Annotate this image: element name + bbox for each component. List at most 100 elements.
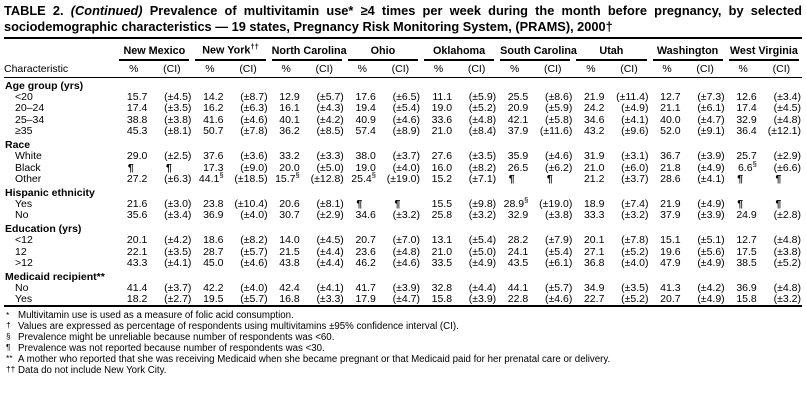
ci-cell-utah: (±7.4) [621, 197, 649, 210]
ci-cell-new-york: (±5.7) [240, 245, 268, 258]
ci-cell-new-mexico: (±3.5) [164, 102, 192, 115]
table-row-age-group-yrs-20-24: 20–24 17.4 (±3.5) 16.2 (±6.3) 16.1 (±4.3) 19.4 (… [4, 103, 802, 114]
footnote-text: A mother who reported that she was recei… [18, 353, 611, 365]
section-row-education-yrs: Education (yrs) [4, 221, 802, 235]
ci-cell-south-carolina: (±8.6) [544, 90, 573, 103]
ci-cell-oklahoma: (±8.2) [468, 161, 497, 174]
ci-cell-new-mexico: (±8.1) [164, 125, 192, 138]
ci-cell-washington: (±4.9) [697, 257, 725, 270]
ci-cell-ohio: (±8.9) [392, 125, 420, 138]
pct-cell-north-carolina: 30.7 [279, 209, 300, 222]
pct-cell-north-carolina: 21.5 [279, 245, 300, 258]
ci-cell-washington: (±4.7) [697, 113, 725, 126]
pct-cell-ohio: 40.9 [355, 113, 376, 126]
pct-cell-new-york: 17.3 [203, 161, 224, 174]
pct-cell-new-mexico: 35.6 [126, 209, 148, 222]
ci-cell-ohio: (±5.4) [392, 102, 420, 115]
footnote-marker: § [6, 331, 11, 342]
ci-cell-new-mexico: (±3.5) [164, 245, 192, 258]
pct-cell-new-mexico: 15.7 [126, 90, 148, 103]
pct-cell-utah: 18.9 [583, 197, 605, 210]
pct-cell-oklahoma: 15.8 [431, 293, 453, 306]
pct-cell-washington: 36.7 [660, 150, 681, 163]
section-row-race: Race [4, 137, 802, 151]
ci-cell-utah: (±11.4) [616, 90, 649, 103]
ci-cell-new-mexico: ¶ [165, 161, 172, 174]
section-row-hispanic-ethnicity: Hispanic ethnicity [4, 185, 802, 199]
ci-cell-new-york: (±4.6) [240, 257, 268, 270]
pct-cell-south-carolina: ¶ [508, 172, 515, 185]
pct-cell-washington: 37.9 [660, 209, 681, 222]
pct-cell-washington: 21.1 [660, 102, 681, 115]
ci-cell-washington: (±5.1) [697, 234, 725, 247]
ci-cell-west-virginia: (±3.2) [773, 293, 801, 306]
ci-cell-ohio: (±4.0) [392, 161, 420, 174]
row-label: Black [15, 161, 41, 174]
table-title-continued: (Continued) [70, 3, 143, 18]
pct-cell-west-virginia: 36.9 [736, 282, 757, 295]
pct-cell-new-mexico: 38.8 [126, 113, 148, 126]
pct-cell-new-york: 19.5 [203, 293, 224, 306]
ci-cell-oklahoma: (±4.4) [468, 282, 497, 295]
pct-cell-oklahoma: 32.8 [431, 282, 453, 295]
pct-cell-new-york: 14.2 [203, 90, 224, 103]
section-row-age-group-yrs: Age group (yrs) [4, 77, 802, 91]
ci-cell-south-carolina: (±6.1) [544, 257, 573, 270]
ci-cell-oklahoma: (±4.8) [468, 113, 497, 126]
row-label: 20–24 [15, 102, 45, 115]
ci-cell-west-virginia: (±4.8) [773, 234, 801, 247]
pct-cell-new-mexico: 29.0 [126, 150, 148, 163]
ci-cell-west-virginia: (±5.2) [773, 257, 801, 270]
state-header-label: New Mexico [119, 45, 190, 61]
ci-cell-utah: (±9.6) [621, 125, 649, 138]
ci-cell-new-mexico: (±3.8) [164, 113, 192, 126]
pct-cell-utah: 27.1 [583, 245, 605, 258]
table-title: TABLE 2. (Continued) Prevalence of multi… [4, 3, 802, 39]
ci-cell-oklahoma: (±3.5) [468, 150, 497, 163]
ci-cell-north-carolina: (±4.3) [316, 102, 344, 115]
pct-cell-ohio: 17.9 [355, 293, 376, 306]
ci-cell-north-carolina: (±8.5) [316, 125, 344, 138]
row-label: 25–34 [15, 113, 45, 126]
row-label: No [15, 209, 29, 222]
pct-cell-oklahoma: 25.8 [431, 209, 453, 222]
ci-cell-utah: (±4.0) [621, 257, 649, 270]
pct-cell-utah: 21.9 [583, 90, 605, 103]
ci-header-ohio: (CI) [379, 60, 421, 78]
row-label: <20 [15, 90, 33, 103]
ci-cell-new-york: (±3.6) [240, 150, 268, 163]
ci-cell-north-carolina: (±4.4) [316, 257, 344, 270]
ci-cell-utah: (±4.9) [621, 102, 649, 115]
pct-cell-ohio: 41.7 [355, 282, 376, 295]
ci-cell-west-virginia: (±2.9) [773, 150, 801, 163]
state-header-south-carolina: South Carolina [497, 40, 577, 61]
row-label: Other [15, 172, 42, 185]
pct-cell-new-mexico: 22.1 [126, 245, 148, 258]
ci-cell-washington: (±7.3) [697, 90, 725, 103]
ci-cell-washington: (±4.9) [697, 293, 725, 306]
ci-cell-oklahoma: (±3.9) [468, 293, 497, 306]
ci-cell-west-virginia: (±4.8) [773, 282, 801, 295]
ci-cell-new-york: (±10.4) [234, 197, 268, 210]
ci-cell-new-york: (±8.2) [240, 234, 268, 247]
pct-cell-new-york: 45.0 [203, 257, 224, 270]
percent-header-new-mexico: % [116, 60, 152, 78]
ci-cell-oklahoma: (±5.2) [468, 102, 497, 115]
pct-cell-oklahoma: 19.0 [431, 102, 453, 115]
ci-cell-new-york: (±6.3) [240, 102, 268, 115]
unreliable-flag: § [371, 170, 376, 180]
state-header-label: Oklahoma [423, 45, 495, 61]
ci-cell-utah: (±3.2) [621, 209, 649, 222]
pct-cell-oklahoma: 33.6 [431, 113, 453, 126]
characteristic-header: Characteristic [4, 60, 117, 78]
pct-cell-ohio: 38.0 [355, 150, 376, 163]
ci-cell-ohio: (±6.5) [392, 90, 420, 103]
pct-cell-new-mexico: 45.3 [126, 125, 148, 138]
ci-cell-washington: (±5.6) [697, 245, 725, 258]
footnote-text: Prevalence was not reported because numb… [18, 342, 325, 354]
pct-cell-new-york: 23.8 [203, 197, 224, 210]
ci-cell-utah: (±4.1) [621, 113, 649, 126]
pct-cell-west-virginia: ¶ [737, 172, 744, 185]
pct-cell-south-carolina: 44.1 [507, 282, 529, 295]
ci-cell-ohio: (±4.7) [392, 293, 420, 306]
